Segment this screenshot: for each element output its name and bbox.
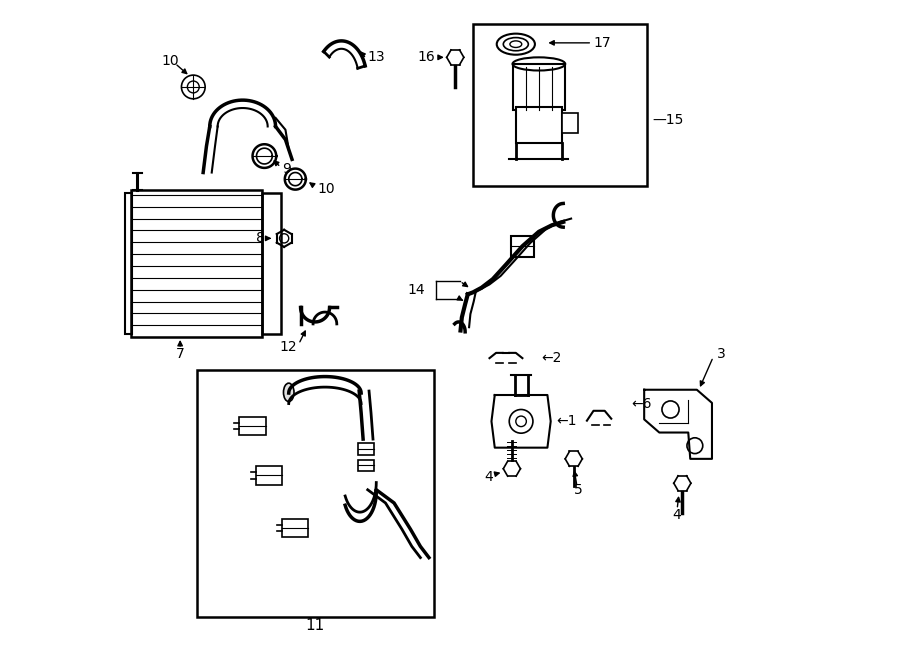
Ellipse shape xyxy=(503,38,528,51)
Text: ←1: ←1 xyxy=(556,414,577,428)
Text: 12: 12 xyxy=(280,340,297,354)
Text: 3: 3 xyxy=(716,346,725,360)
Bar xyxy=(263,193,281,334)
Bar xyxy=(196,370,434,617)
Bar xyxy=(358,459,374,471)
Text: 16: 16 xyxy=(418,50,436,64)
Text: ←2: ←2 xyxy=(541,351,562,365)
Bar xyxy=(562,113,579,133)
Ellipse shape xyxy=(512,58,565,71)
Bar xyxy=(125,193,132,334)
Text: 10: 10 xyxy=(161,54,179,67)
Text: 8: 8 xyxy=(256,231,265,245)
Text: 7: 7 xyxy=(176,346,184,360)
Bar xyxy=(516,106,562,143)
Bar xyxy=(358,443,374,455)
Text: 9: 9 xyxy=(283,162,291,176)
Ellipse shape xyxy=(284,383,294,402)
Text: 5: 5 xyxy=(574,483,582,497)
Bar xyxy=(512,64,565,110)
Bar xyxy=(130,190,263,337)
Text: 13: 13 xyxy=(368,50,385,64)
Text: 14: 14 xyxy=(408,283,425,297)
Text: 4: 4 xyxy=(485,469,493,484)
Bar xyxy=(283,519,309,537)
Text: 4: 4 xyxy=(672,508,681,522)
Text: ←6: ←6 xyxy=(631,397,652,411)
Text: 11: 11 xyxy=(305,618,325,633)
Text: 10: 10 xyxy=(317,182,335,196)
Ellipse shape xyxy=(497,34,535,55)
Bar xyxy=(256,466,283,485)
Bar xyxy=(473,24,647,186)
Text: —15: —15 xyxy=(652,113,684,127)
Bar xyxy=(239,416,266,435)
Text: 17: 17 xyxy=(593,36,611,50)
Bar xyxy=(510,236,535,256)
